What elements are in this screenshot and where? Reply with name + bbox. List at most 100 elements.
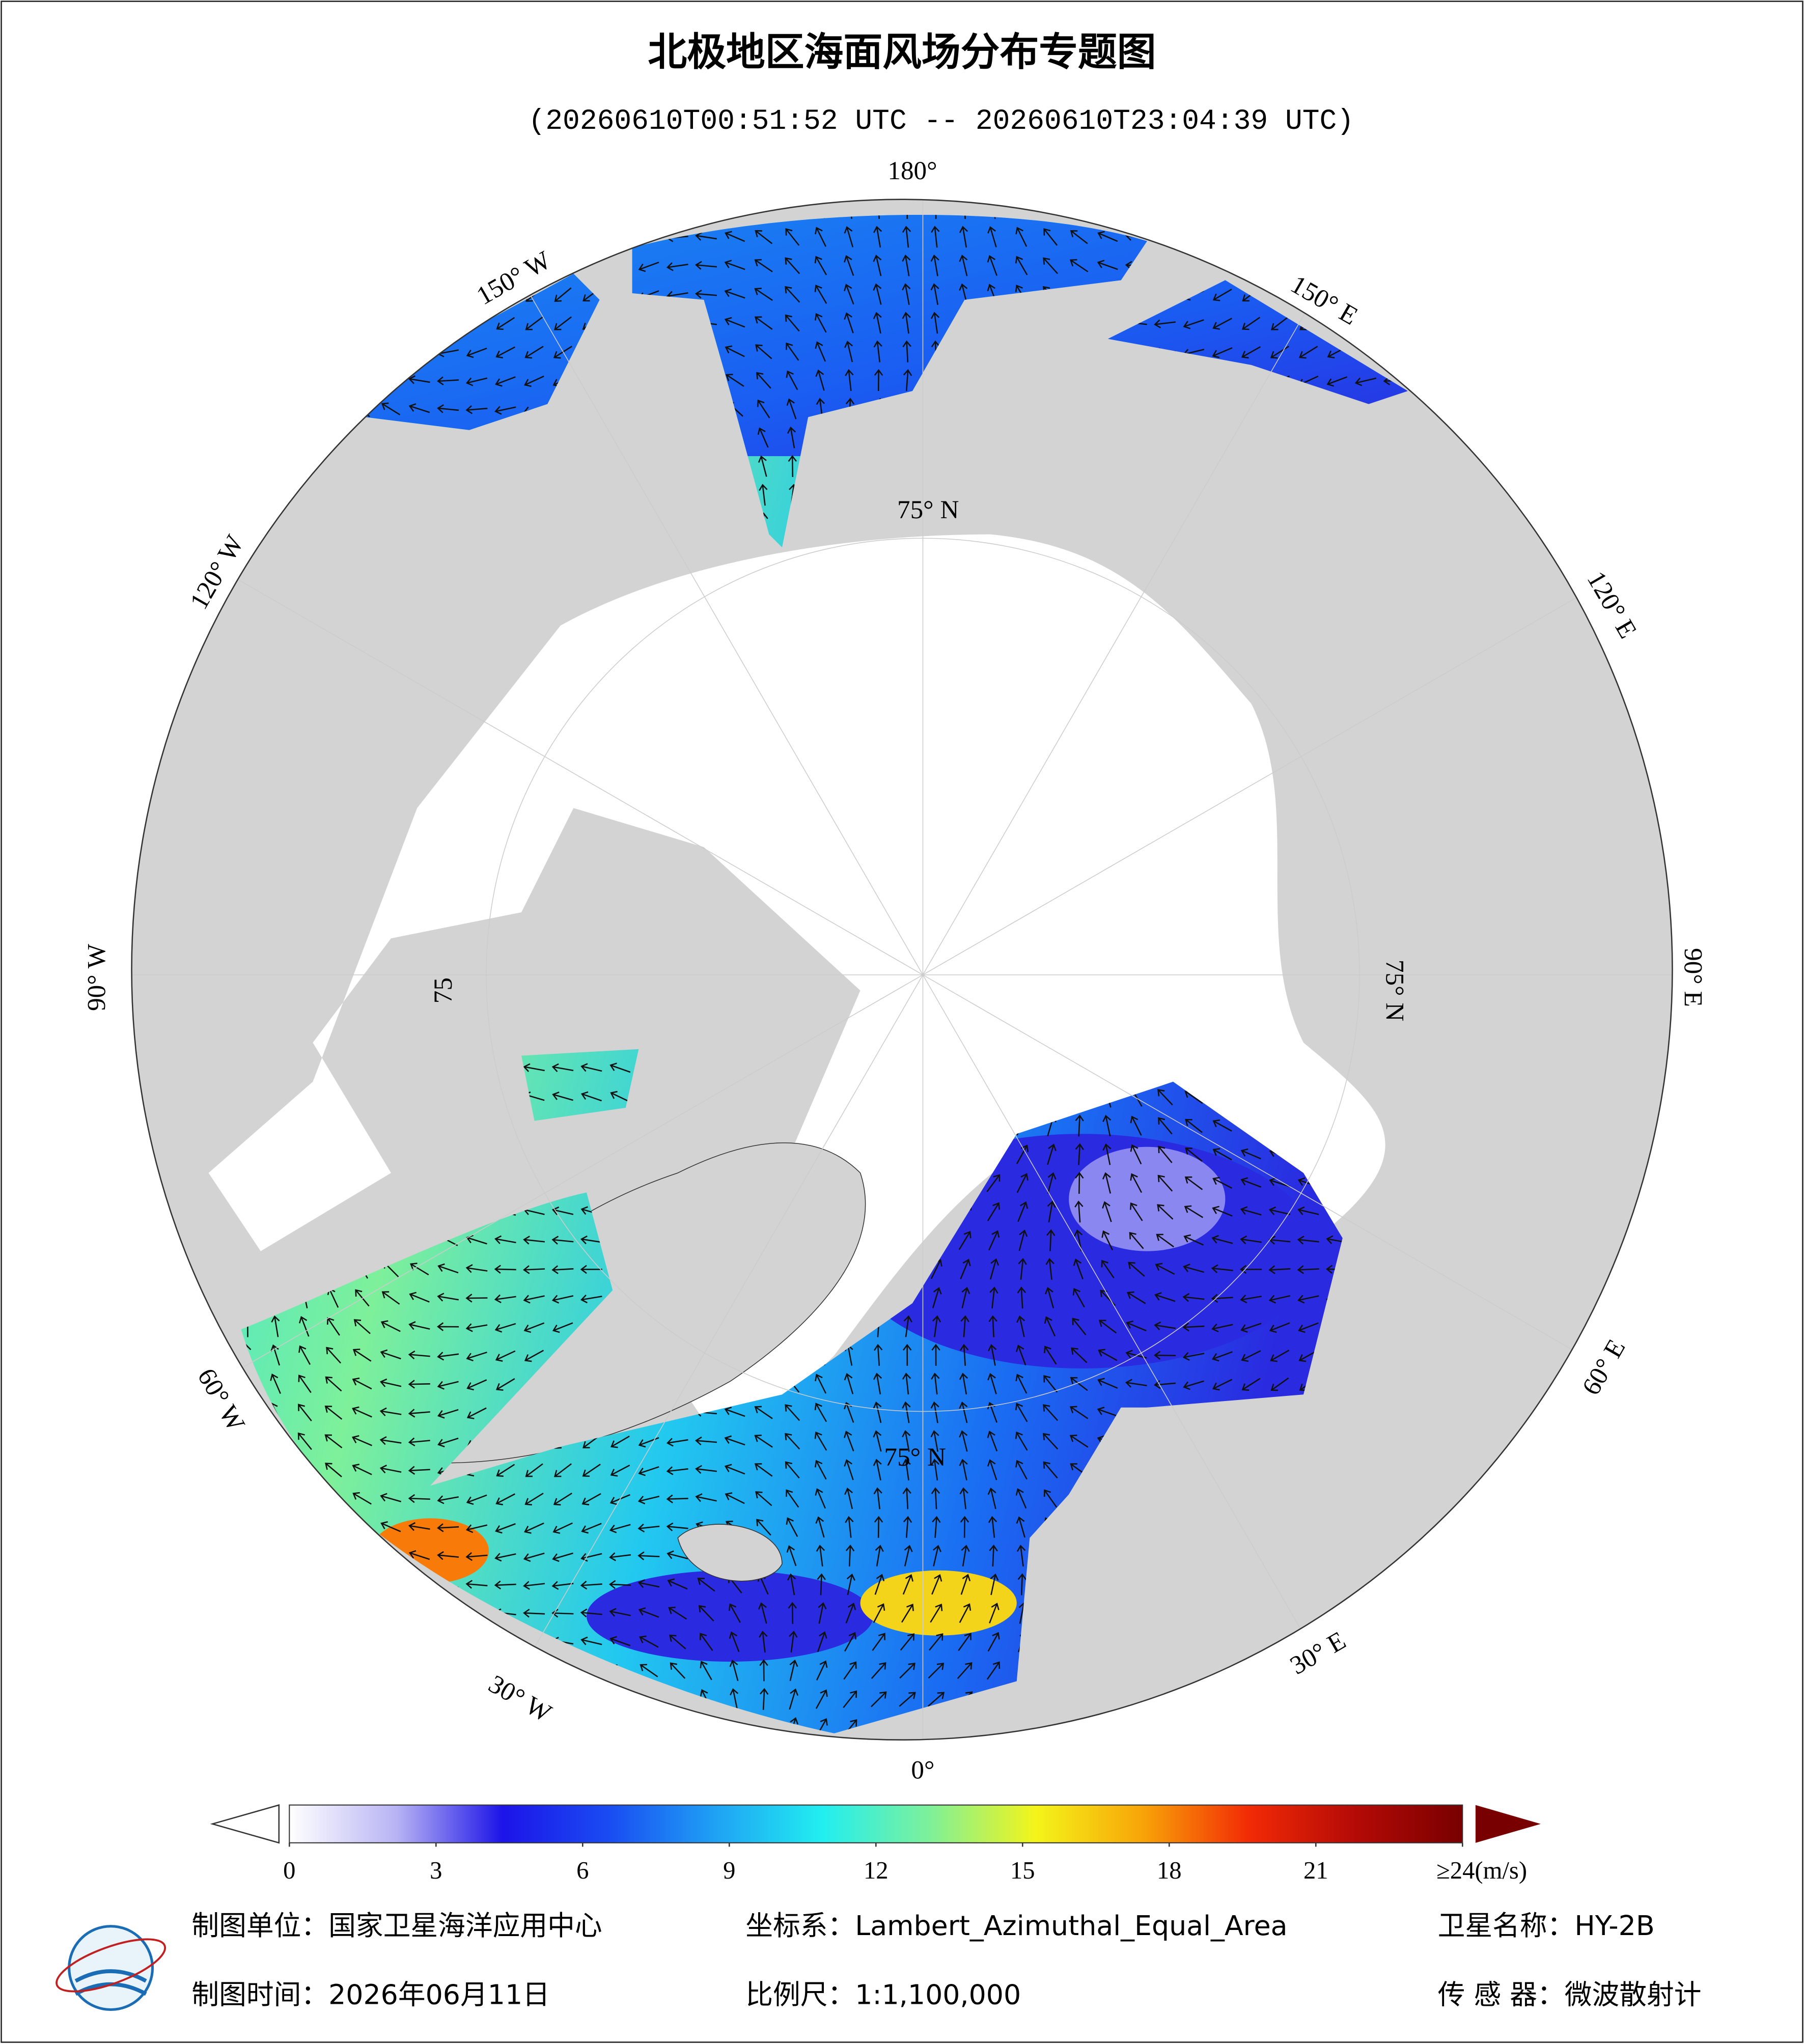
wind-arrow (666, 1438, 688, 1447)
wind-arrow (437, 1263, 459, 1274)
wind-arrow (1069, 1435, 1089, 1448)
wind-arrow (1018, 1257, 1027, 1280)
wind-arrow (523, 1295, 545, 1304)
wind-arrow (844, 1373, 854, 1394)
wind-arrow (814, 1460, 827, 1480)
meridian (466, 199, 924, 975)
wind-arrow (437, 1381, 459, 1390)
wind-arrow (554, 287, 572, 302)
wind-arrow (845, 1545, 855, 1567)
wind-arrow (814, 1403, 827, 1422)
footer-crs: 坐标系：Lambert_Azimuthal_Equal_Area (745, 1910, 1287, 1942)
wind-arrow (695, 1493, 717, 1502)
wind-arrow (931, 1343, 940, 1366)
wind-arrow (873, 255, 882, 276)
wind-arrow (523, 1063, 545, 1072)
wind-arrow (785, 257, 800, 274)
wind-arrow (815, 1516, 825, 1538)
wind-arrow (494, 1235, 516, 1244)
wind-arrow (271, 1315, 280, 1337)
wind-arrow (1075, 1143, 1084, 1165)
wind-arrow (298, 1404, 312, 1421)
footer-sensor: 传 感 器：微波散射计 (1438, 1979, 1702, 2011)
wind-arrow (1015, 1431, 1028, 1451)
wind-arrow (870, 1691, 887, 1707)
wind-arrow (1241, 1350, 1261, 1362)
wind-arrow (1097, 260, 1118, 270)
wind-arrow (903, 1315, 912, 1337)
wind-arrow (874, 369, 883, 391)
wind-arrow (551, 1581, 574, 1590)
wind-arrow (1297, 1206, 1319, 1215)
wind-arrow (755, 344, 772, 359)
wind-arrow (844, 1431, 854, 1451)
wind-arrow (1015, 227, 1028, 247)
wind-arrow (580, 1581, 602, 1590)
wind-arrow (668, 1606, 687, 1620)
wind-arrow (960, 1315, 969, 1337)
wind-arrow (757, 399, 770, 418)
footer-satellite: 卫星名称：HY-2B (1438, 1910, 1655, 1942)
wind-arrow (408, 1550, 430, 1560)
colorbar-tick-label: 15 (1010, 1857, 1035, 1884)
wind-arrow (1240, 1206, 1262, 1216)
wind-arrow (667, 1578, 688, 1590)
wind-arrow (1016, 1173, 1029, 1193)
wind-arrow (789, 1659, 798, 1682)
wind-arrow (786, 1489, 799, 1508)
wind-arrow (637, 1551, 660, 1560)
wind-arrow (466, 347, 487, 358)
wind-arrow (352, 1464, 372, 1475)
wind-arrow (987, 1459, 997, 1480)
wind-arrow (932, 1315, 941, 1337)
colorbar-tick-label: 0 (283, 1857, 295, 1884)
wind-arrow (786, 398, 797, 419)
wind-arrow (325, 1463, 342, 1477)
wind-arrow (1073, 1258, 1084, 1280)
wind-arrow (757, 427, 769, 448)
wind-arrow (871, 1662, 886, 1679)
wind-arrow (525, 1463, 543, 1477)
wind-arrow (352, 1349, 372, 1362)
wind-arrow (873, 1430, 882, 1452)
wind-arrow (1298, 1322, 1319, 1333)
subtitle: (20260610T00:51:52 UTC -- 20260610T23:04… (528, 105, 1354, 137)
wind-arrow (609, 1552, 631, 1561)
wind-arrow (270, 1373, 282, 1394)
wind-arrow (408, 1437, 430, 1447)
wind-arrow (1297, 1295, 1319, 1304)
wind-arrow (1126, 1320, 1147, 1332)
meridian (922, 199, 1380, 975)
wind-arrow (495, 1378, 515, 1391)
wind-arrow (815, 1488, 826, 1509)
wind-arrow (1016, 1144, 1029, 1164)
wind-arrow (1240, 1235, 1262, 1245)
wind-arrow (1015, 1460, 1028, 1480)
title: 北极地区海面风场分布专题图 (648, 30, 1156, 75)
wind-arrow (437, 1352, 459, 1361)
wind-arrow (1015, 1403, 1028, 1422)
wind-arrow (437, 1409, 459, 1419)
wind-arrow (729, 1631, 740, 1653)
wind-arrow (495, 1350, 516, 1362)
wind-arrow (930, 1401, 939, 1423)
wind-arrow (1184, 1205, 1204, 1218)
wind-arrow (903, 215, 912, 219)
wind-arrow (522, 1609, 545, 1618)
wind-arrow (381, 1291, 400, 1305)
wind-arrow (298, 1375, 312, 1393)
wind-arrow (873, 1487, 882, 1509)
wind-arrow (1241, 346, 1261, 359)
wind-arrow (666, 1522, 688, 1531)
wind-arrow (1270, 1377, 1289, 1391)
wind-arrow (524, 1350, 544, 1362)
latitude-label: 75° N (884, 1443, 946, 1472)
wind-arrow (695, 1465, 717, 1474)
wind-arrow (930, 1459, 940, 1481)
wind-arrow (873, 340, 882, 362)
wind-arrow (609, 1062, 631, 1073)
wind-arrow (1015, 256, 1028, 275)
wind-arrow (409, 1263, 429, 1276)
colorbar-tick-label: ≥24(m/s) (1436, 1857, 1527, 1884)
wind-arrow (785, 1433, 800, 1450)
